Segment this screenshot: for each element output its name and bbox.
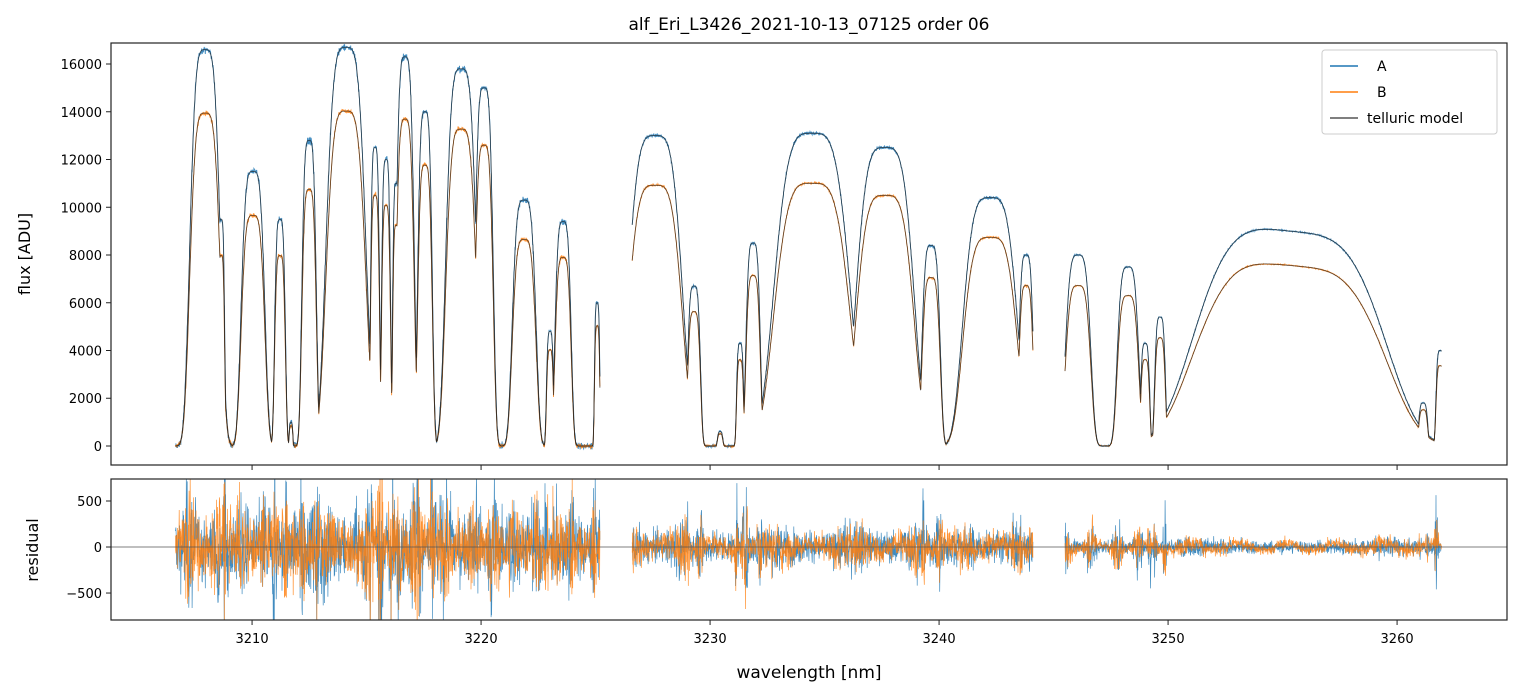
y-tick-label: 2000 xyxy=(69,392,102,407)
telluric-model-line xyxy=(175,46,601,447)
y-tick-label: 4000 xyxy=(69,344,102,359)
telluric-model-b-line xyxy=(631,182,1034,447)
residual-b-line xyxy=(631,506,1034,610)
x-axis-label: wavelength [nm] xyxy=(736,663,881,683)
residual-axes-frame xyxy=(110,478,1508,621)
series-a-line xyxy=(1064,227,1442,448)
y-tick-label: 0 xyxy=(94,541,102,556)
y-tick-label: 12000 xyxy=(61,154,102,169)
residual-b-line xyxy=(1064,514,1442,576)
chart-title: alf_Eri_L3426_2021-10-13_07125 order 06 xyxy=(629,15,990,35)
series-a-line xyxy=(631,129,1034,450)
legend-label-b: B xyxy=(1377,85,1387,101)
telluric-model-line xyxy=(631,132,1034,447)
y-tick-label: 6000 xyxy=(69,297,102,312)
legend-box xyxy=(1321,49,1498,135)
x-tick-label: 3220 xyxy=(465,632,498,647)
y-tick-label: 0 xyxy=(94,440,102,455)
y-tick-label: 10000 xyxy=(61,201,102,216)
x-tick-label: 3240 xyxy=(923,632,956,647)
flux-axes: 0 2000 4000 6000 8000 10000 12000 14000 16000 xyxy=(61,42,1508,470)
x-tick-label: 3210 xyxy=(236,632,269,647)
residual-ylabel: residual xyxy=(23,518,42,581)
residual-axes: −500 0 500 3210 3220 3230 3240 3250 3260 xyxy=(66,478,1508,647)
series-b-line xyxy=(1064,262,1442,448)
y-tick-label: 16000 xyxy=(61,58,102,73)
x-tick-label: 3230 xyxy=(694,632,727,647)
flux-ylabel: flux [ADU] xyxy=(15,213,34,295)
y-tick-label: 14000 xyxy=(61,106,102,121)
y-tick-label: −500 xyxy=(66,587,102,602)
flux-axes-frame xyxy=(110,42,1508,466)
telluric-model-b-line xyxy=(175,110,601,447)
x-tick-label: 3250 xyxy=(1152,632,1185,647)
legend-label-model: telluric model xyxy=(1367,111,1463,127)
residual-a-line xyxy=(631,483,1034,592)
legend-label-a: A xyxy=(1377,59,1387,75)
x-tick-label: 3260 xyxy=(1381,632,1414,647)
legend: A B telluric model xyxy=(1321,49,1498,135)
y-tick-label: 8000 xyxy=(69,249,102,264)
telluric-model-line xyxy=(1064,228,1442,447)
y-tick-label: 500 xyxy=(77,495,102,510)
residual-b-line xyxy=(174,479,601,620)
telluric-model-b-line xyxy=(1064,263,1442,447)
residual-plot-area xyxy=(111,479,1507,620)
flux-plot-area xyxy=(174,44,1442,451)
